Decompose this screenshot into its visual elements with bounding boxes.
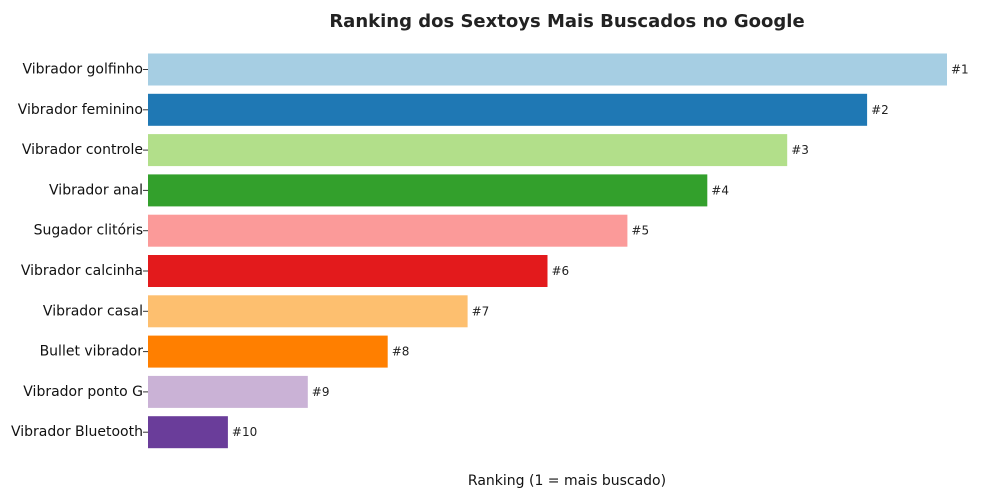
data-label-6: #6: [552, 264, 570, 278]
data-label-2: #2: [871, 103, 889, 117]
data-label-4: #4: [711, 183, 729, 197]
data-label-1: #1: [951, 63, 969, 77]
data-label-7: #7: [472, 304, 490, 318]
chart-title: Ranking dos Sextoys Mais Buscados no Goo…: [329, 11, 804, 32]
data-label-10: #10: [232, 425, 257, 439]
category-label-6: Vibrador calcinha: [21, 263, 143, 279]
category-label-3: Vibrador controle: [22, 142, 143, 158]
category-label-2: Vibrador feminino: [18, 102, 143, 118]
x-axis-label: Ranking (1 = mais buscado): [468, 473, 666, 489]
bar-6: [148, 255, 548, 287]
data-labels-group: #1 #2 #3 #4 #5 #6 #7 #8 #9 #10: [232, 63, 969, 440]
bar-4: [148, 174, 708, 207]
y-ticks-group: [143, 69, 148, 433]
category-label-5: Sugador clitóris: [34, 223, 143, 239]
bar-8: [148, 335, 388, 368]
category-label-9: Vibrador ponto G: [23, 384, 143, 400]
category-label-1: Vibrador golfinho: [22, 62, 143, 78]
bar-2: [148, 93, 868, 126]
data-label-9: #9: [312, 385, 330, 399]
category-label-7: Vibrador casal: [43, 303, 143, 319]
data-label-3: #3: [791, 143, 809, 157]
bar-7: [148, 295, 468, 328]
category-label-4: Vibrador anal: [49, 182, 143, 198]
bar-10: [148, 416, 228, 449]
bar-5: [148, 214, 628, 247]
bar-1: [148, 53, 947, 86]
data-label-5: #5: [631, 224, 649, 238]
bar-3: [148, 134, 788, 167]
bars-group: [148, 53, 947, 449]
category-label-10: Vibrador Bluetooth: [11, 424, 143, 440]
data-label-8: #8: [392, 345, 410, 359]
bar-9: [148, 375, 308, 408]
category-label-8: Bullet vibrador: [40, 344, 144, 360]
category-labels-group: Vibrador golfinho Vibrador feminino Vibrad…: [11, 62, 143, 441]
